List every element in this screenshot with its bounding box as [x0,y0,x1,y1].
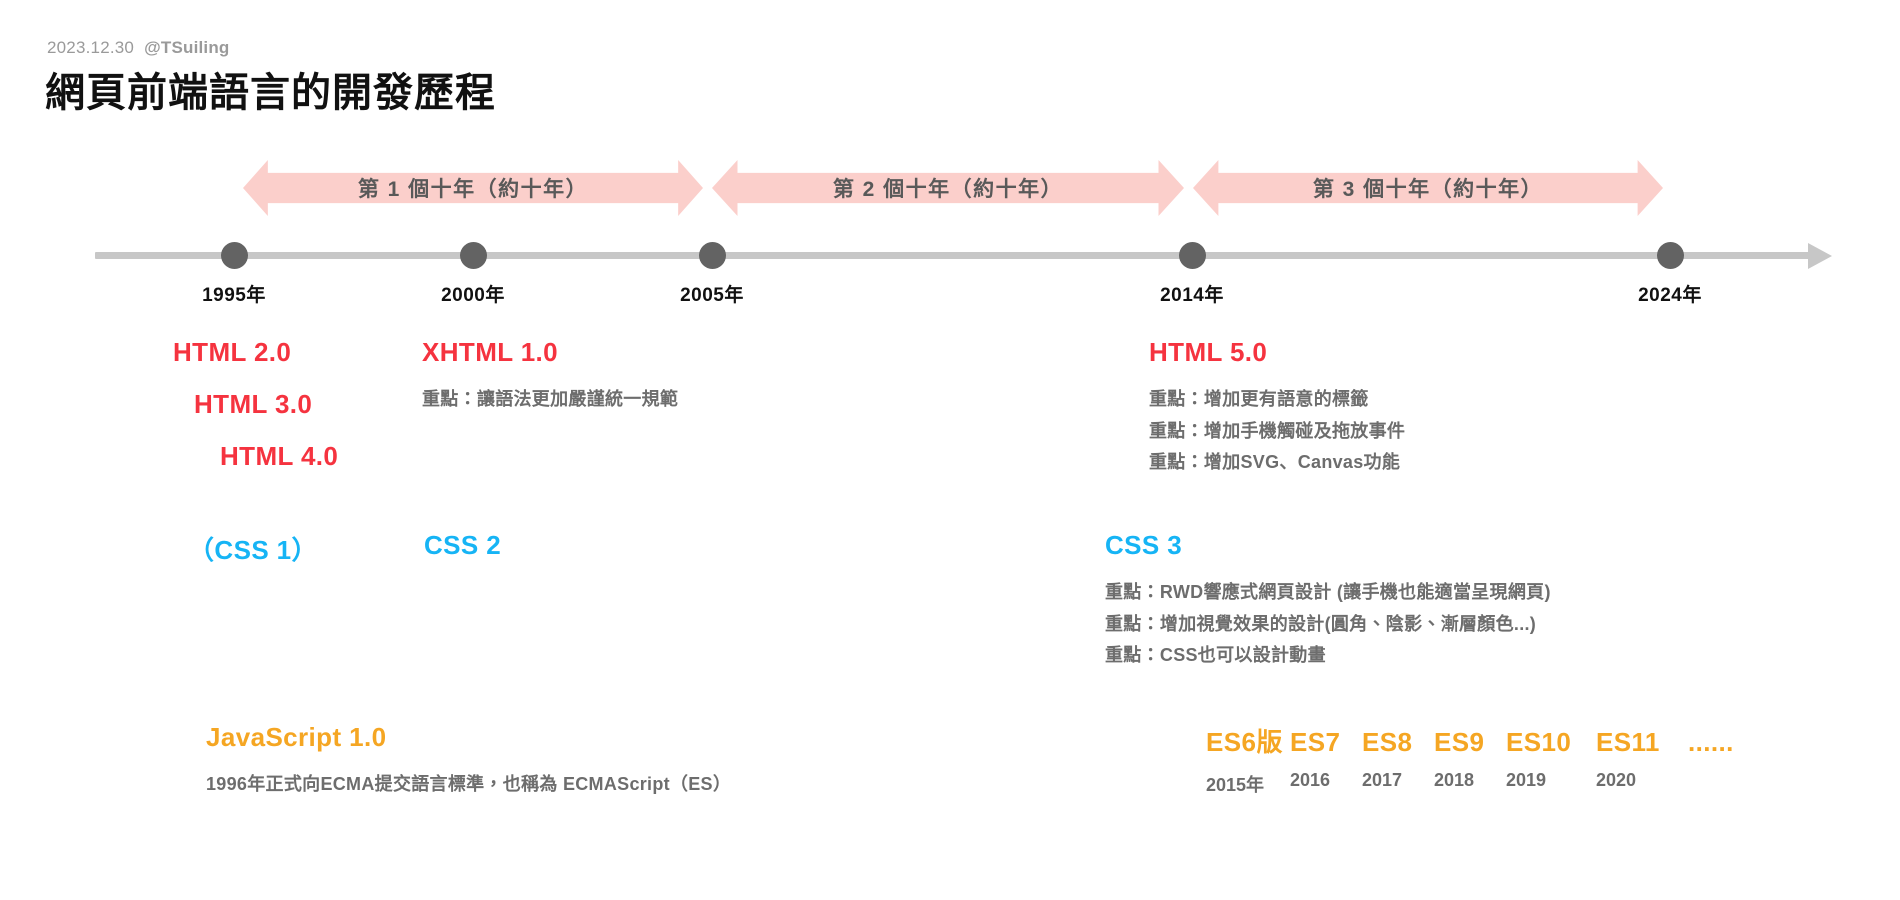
es-item-7: ES7 2016 [1290,727,1362,791]
entry-title-xhtml: XHTML 1.0 [422,337,559,367]
entry-ecmascript: ES6版 2015年 ES7 2016 ES8 2017 ES9 2018 ES… [1206,722,1734,797]
entry-desc-xhtml-1: 重點：讓語法更加嚴謹統一規範 [422,389,679,409]
timeline-year-1995: 1995年 [202,285,266,306]
es-name-more: ...... [1688,727,1734,757]
entry-title-html5: HTML 5.0 [1149,337,1268,367]
entry-title-html-4: HTML 4.0 [220,441,339,471]
byline-date: 2023.12.30 [47,38,135,57]
entry-xhtml-2000: XHTML 1.0 重點：讓語法更加嚴謹統一規範 [422,337,678,416]
decade-arrow-3: 第 3 個十年（約十年） [1193,160,1663,216]
entry-desc-css3-2: 重點：增加視覺效果的設計(圓角、陰影、漸層顏色...) [1105,613,1537,634]
timeline-node-2014 [1178,242,1206,269]
timeline-year-2005: 2005年 [680,285,744,306]
es-name-10: ES10 [1506,727,1572,757]
es-item-6: ES6版 2015年 [1206,722,1290,797]
entry-desc-html5-3: 重點：增加SVG、Canvas功能 [1149,452,1401,472]
timeline-axis [95,252,1810,259]
entry-javascript: JavaScript 1.0 1996年正式向ECMA提交語言標準，也稱為 EC… [206,722,731,801]
byline: 2023.12.30 @TSuiling [47,38,230,58]
timeline-year-2024: 2024年 [1638,285,1702,306]
decade-arrow-1: 第 1 個十年（約十年） [243,160,703,216]
timeline-node-1995 [220,242,248,269]
timeline-node-2000 [459,242,487,269]
entry-title-html-3: HTML 3.0 [194,389,313,419]
entry-desc-css3-3: 重點：CSS也可以設計動畫 [1105,645,1326,665]
es-name-6: ES6版 [1206,727,1283,757]
decade-label-3: 第 3 個十年（約十年） [1312,178,1544,201]
es-name-9: ES9 [1434,727,1485,757]
byline-author: @TSuiling [144,38,230,57]
es-item-10: ES10 2019 [1506,727,1596,791]
es-item-11: ES11 2020 [1596,727,1688,791]
es-item-8: ES8 2017 [1362,727,1434,791]
entry-css1: （CSS 1） [188,530,318,567]
decade-label-1: 第 1 個十年（約十年） [357,178,589,201]
entry-html-1995: HTML 2.0 HTML 3.0 HTML 4.0 [173,337,338,472]
es-name-7: ES7 [1290,727,1341,757]
es-year-6: 2015年 [1206,775,1265,795]
timeline-year-2000: 2000年 [441,285,505,306]
timeline-year-2014: 2014年 [1160,285,1224,306]
es-name-8: ES8 [1362,727,1413,757]
es-item-9: ES9 2018 [1434,727,1506,791]
entry-title-html-2: HTML 2.0 [173,337,292,367]
es-name-11: ES11 [1596,727,1660,757]
entry-desc-html5-2: 重點：增加手機觸碰及拖放事件 [1149,420,1406,441]
es-item-more: ...... [1688,727,1734,758]
timeline-node-2024 [1656,242,1684,269]
es-year-10: 2019 [1506,770,1547,790]
entry-title-javascript: JavaScript 1.0 [206,722,387,752]
es-year-8: 2017 [1362,770,1403,790]
entry-desc-html5-1: 重點：增加更有語意的標籤 [1149,389,1369,409]
entry-title-css2: CSS 2 [424,530,502,560]
es-year-11: 2020 [1596,770,1637,790]
entry-css3: CSS 3 重點：RWD響應式網頁設計 (讓手機也能適當呈現網頁) 重點：增加視… [1105,530,1551,672]
es-year-9: 2018 [1434,770,1475,790]
entry-html5-2014: HTML 5.0 重點：增加更有語意的標籤 重點：增加手機觸碰及拖放事件 重點：… [1149,337,1405,479]
timeline-node-2005 [698,242,726,269]
es-year-7: 2016 [1290,770,1331,790]
timeline-arrow-icon [1808,243,1832,269]
decade-band: 第 1 個十年（約十年） 第 2 個十年（約十年） 第 3 個十年（約十年） [0,160,1900,220]
decade-arrow-2: 第 2 個十年（約十年） [712,160,1184,216]
entry-title-css1: （CSS 1） [188,535,318,565]
entry-css2: CSS 2 [424,530,501,561]
decade-label-2: 第 2 個十年（約十年） [832,178,1064,201]
entry-title-css3: CSS 3 [1105,530,1183,560]
page-title: 網頁前端語言的開發歷程 [45,71,496,115]
entry-desc-javascript-1: 1996年正式向ECMA提交語言標準，也稱為 ECMAScript（ES） [206,774,732,794]
entry-desc-css3-1: 重點：RWD響應式網頁設計 (讓手機也能適當呈現網頁) [1105,582,1551,602]
